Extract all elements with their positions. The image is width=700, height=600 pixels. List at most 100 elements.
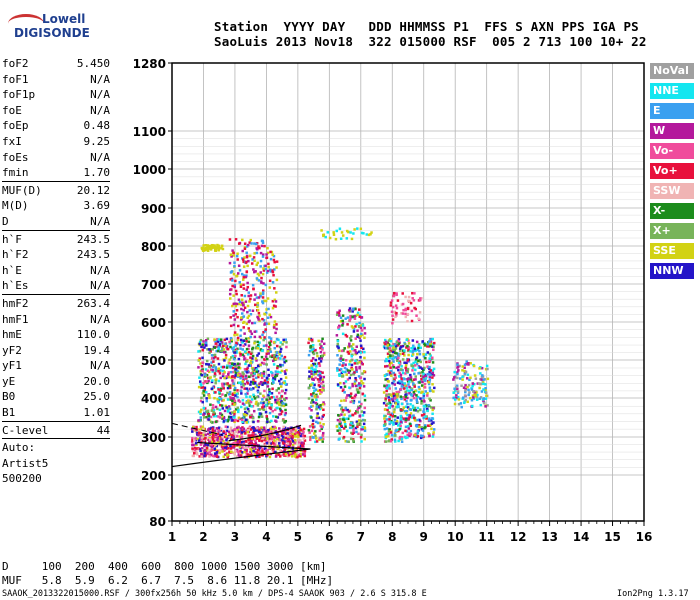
echo-point bbox=[394, 347, 398, 350]
echo-point bbox=[258, 430, 261, 434]
echo-point bbox=[275, 266, 278, 269]
echo-point bbox=[247, 375, 251, 378]
echo-point bbox=[351, 308, 355, 311]
echo-point bbox=[206, 337, 210, 341]
echo-point bbox=[382, 401, 386, 405]
echo-point bbox=[273, 375, 277, 379]
echo-point bbox=[204, 338, 208, 342]
echo-point bbox=[461, 378, 464, 381]
echo-point bbox=[339, 320, 343, 323]
echo-point bbox=[211, 370, 214, 373]
echo-point bbox=[256, 448, 260, 452]
echo-point bbox=[200, 345, 203, 349]
echo-point bbox=[269, 355, 272, 358]
echo-point bbox=[211, 433, 215, 436]
echo-point bbox=[462, 386, 466, 390]
echo-point bbox=[419, 298, 422, 302]
echo-point bbox=[397, 439, 400, 443]
param-key: hmF1 bbox=[2, 312, 29, 326]
echo-point bbox=[404, 364, 408, 367]
echo-point bbox=[259, 412, 262, 415]
echo-point bbox=[219, 338, 223, 341]
echo-point bbox=[237, 399, 240, 402]
echo-point bbox=[392, 356, 396, 360]
echo-point bbox=[395, 366, 398, 370]
echo-point bbox=[232, 251, 235, 255]
echo-point bbox=[200, 386, 203, 389]
echo-point bbox=[363, 437, 366, 441]
echo-point bbox=[281, 439, 284, 442]
echo-point bbox=[383, 384, 386, 387]
echo-point bbox=[457, 369, 460, 372]
echo-point bbox=[485, 394, 488, 397]
echo-point bbox=[263, 435, 267, 438]
echo-point bbox=[219, 403, 222, 407]
echo-point bbox=[411, 404, 415, 408]
echo-point bbox=[264, 264, 267, 268]
echo-point bbox=[345, 417, 348, 420]
echo-point bbox=[268, 455, 272, 459]
echo-point bbox=[318, 374, 322, 377]
echo-point bbox=[400, 402, 404, 406]
echo-point bbox=[197, 366, 200, 369]
echo-point bbox=[245, 446, 249, 449]
echo-point bbox=[411, 291, 414, 295]
param-row: foEs N/A bbox=[2, 150, 110, 166]
echo-point bbox=[484, 389, 487, 392]
echo-point bbox=[416, 430, 420, 433]
echo-point bbox=[230, 375, 234, 378]
echo-point bbox=[420, 384, 424, 387]
echo-point bbox=[281, 428, 285, 432]
echo-point bbox=[238, 300, 242, 304]
echo-point bbox=[406, 359, 409, 363]
echo-point bbox=[234, 312, 237, 316]
echo-point bbox=[423, 366, 426, 370]
echo-point bbox=[386, 352, 390, 355]
echo-point bbox=[253, 259, 256, 263]
echo-point bbox=[407, 360, 411, 363]
echo-point bbox=[280, 404, 283, 407]
echo-point bbox=[255, 359, 258, 362]
echo-point bbox=[256, 344, 260, 347]
echo-point bbox=[406, 358, 410, 361]
echo-point bbox=[262, 269, 266, 272]
echo-point bbox=[356, 408, 359, 411]
echo-point bbox=[343, 413, 346, 416]
echo-point bbox=[227, 371, 231, 374]
echo-point bbox=[463, 394, 467, 397]
echo-point bbox=[222, 431, 225, 435]
param-row: fmin 1.70 bbox=[2, 165, 110, 181]
echo-point bbox=[275, 344, 279, 348]
echo-point bbox=[281, 436, 285, 439]
echo-point bbox=[399, 387, 403, 391]
x-tick-label: 4 bbox=[262, 530, 270, 544]
echo-point bbox=[299, 428, 303, 432]
param-value: 19.4 bbox=[83, 343, 111, 357]
echo-point bbox=[423, 426, 426, 430]
echo-point bbox=[247, 314, 251, 318]
echo-point bbox=[241, 438, 244, 441]
echo-point bbox=[389, 413, 392, 417]
echo-point bbox=[315, 365, 318, 368]
echo-point bbox=[261, 398, 264, 401]
echo-point bbox=[347, 308, 351, 312]
echo-point bbox=[392, 360, 395, 363]
echo-point bbox=[348, 369, 352, 373]
echo-point bbox=[226, 398, 230, 401]
distance-row: D 100 200 400 600 800 1000 1500 3000 [km… bbox=[2, 560, 327, 573]
echo-point bbox=[240, 298, 244, 302]
echo-point bbox=[232, 382, 236, 385]
echo-point bbox=[229, 324, 233, 328]
echo-point bbox=[420, 428, 424, 431]
echo-point bbox=[460, 405, 463, 409]
echo-point bbox=[480, 375, 484, 379]
echo-point bbox=[199, 338, 203, 342]
echo-point bbox=[389, 339, 393, 343]
echo-point bbox=[431, 357, 434, 361]
echo-point bbox=[354, 393, 358, 397]
echo-point bbox=[337, 311, 341, 315]
echo-point bbox=[256, 389, 260, 393]
echo-point bbox=[308, 370, 311, 373]
echo-point bbox=[261, 241, 265, 245]
echo-point bbox=[461, 369, 464, 372]
